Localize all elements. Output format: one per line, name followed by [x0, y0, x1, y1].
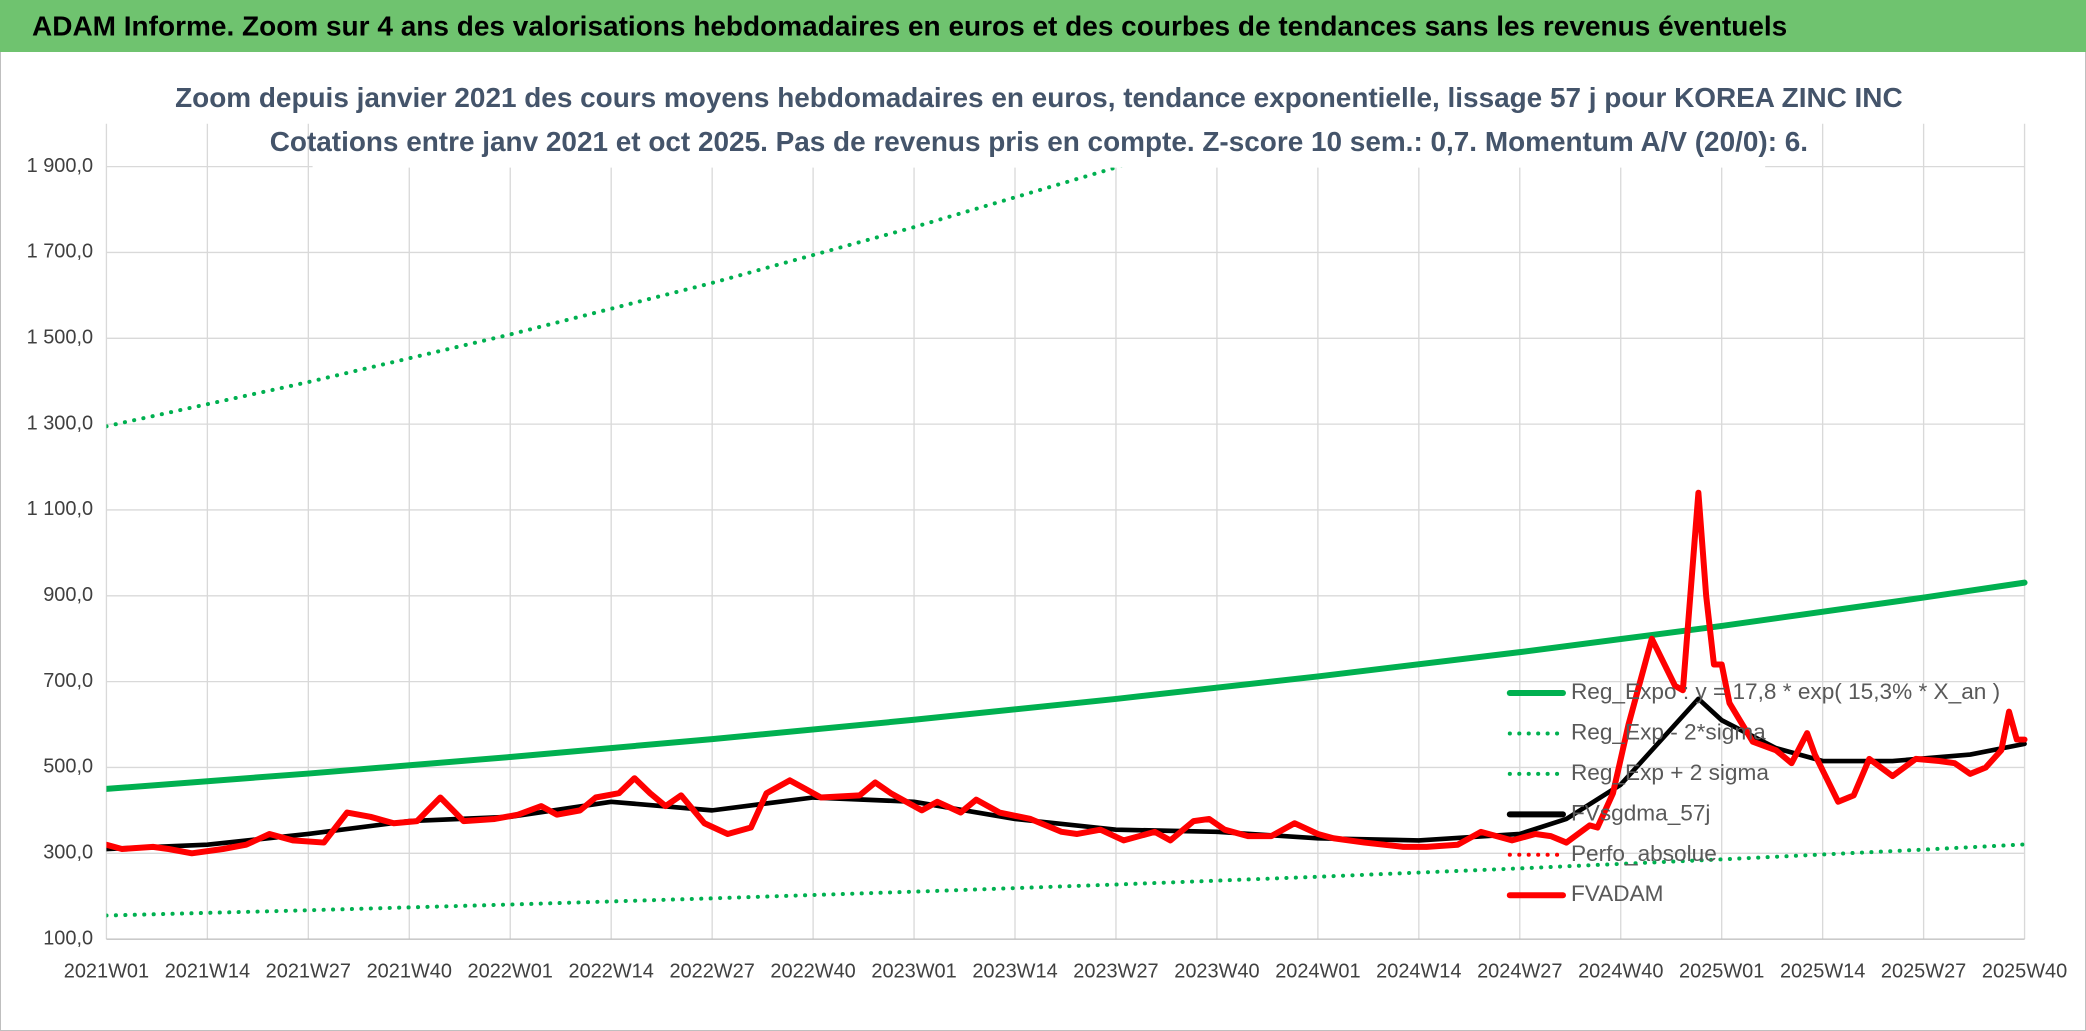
x-tick-label: 2021W27 — [266, 961, 351, 983]
y-tick-label: 1 300,0 — [27, 412, 94, 434]
x-tick-label: 2021W01 — [64, 961, 149, 983]
x-tick-label: 2023W40 — [1174, 961, 1259, 983]
x-tick-label: 2024W40 — [1578, 961, 1663, 983]
y-tick-label: 500,0 — [43, 756, 93, 778]
x-tick-label: 2025W27 — [1881, 961, 1966, 983]
y-tick-label: 1 700,0 — [27, 241, 94, 263]
title-bg — [312, 77, 1766, 168]
x-tick-label: 2023W27 — [1073, 961, 1158, 983]
chart-title: Zoom depuis janvier 2021 des cours moyen… — [175, 82, 1903, 113]
legend-label: Reg_Expo : y = 17,8 * exp( 15,3% * X_an … — [1571, 679, 2000, 704]
legend-label: Reg_Exp - 2*sigma — [1571, 719, 1766, 744]
x-tick-label: 2024W01 — [1275, 961, 1360, 983]
x-tick-label: 2025W40 — [1982, 961, 2067, 983]
series-line — [106, 579, 2028, 792]
header-title: ADAM Informe. Zoom sur 4 ans des valoris… — [32, 10, 1787, 41]
y-tick-label: 100,0 — [43, 927, 93, 949]
y-tick-label: 1 900,0 — [27, 155, 94, 177]
chart-subtitle: Cotations entre janv 2021 et oct 2025. P… — [270, 126, 1808, 157]
x-tick-label: 2024W14 — [1376, 961, 1461, 983]
header-bar — [0, 0, 2086, 52]
y-tick-label: 1 100,0 — [27, 498, 94, 520]
y-tick-label: 300,0 — [43, 842, 93, 864]
x-tick-label: 2021W40 — [367, 961, 452, 983]
x-tick-label: 2025W01 — [1679, 961, 1764, 983]
plot: 100,0 300,0 500,0 700,0 900,0 1 100,0 1 300,0 1… — [27, 77, 2067, 983]
legend-label: FVADAM — [1571, 881, 1664, 906]
y-tick-label: 1 500,0 — [27, 327, 94, 349]
x-tick-label: 2022W40 — [770, 961, 855, 983]
legend-label: Reg_Exp + 2 sigma — [1571, 760, 1769, 785]
legend-label: FVsgdma_57j — [1571, 800, 1711, 825]
x-tick-label: 2025W14 — [1780, 961, 1865, 983]
x-tick-label: 2023W14 — [972, 961, 1057, 983]
y-tick-label: 700,0 — [43, 670, 93, 692]
x-tick-label: 2024W27 — [1477, 961, 1562, 983]
legend-label: Perfo_absolue — [1571, 841, 1717, 866]
x-tick-label: 2023W01 — [871, 961, 956, 983]
x-tick-label: 2022W27 — [669, 961, 754, 983]
x-tick-label: 2022W01 — [468, 961, 553, 983]
x-tick-label: 2022W14 — [569, 961, 654, 983]
series-line — [106, 489, 2028, 857]
series-line — [106, 842, 2027, 918]
y-tick-label: 900,0 — [43, 584, 93, 606]
x-tick-label: 2021W14 — [165, 961, 250, 983]
